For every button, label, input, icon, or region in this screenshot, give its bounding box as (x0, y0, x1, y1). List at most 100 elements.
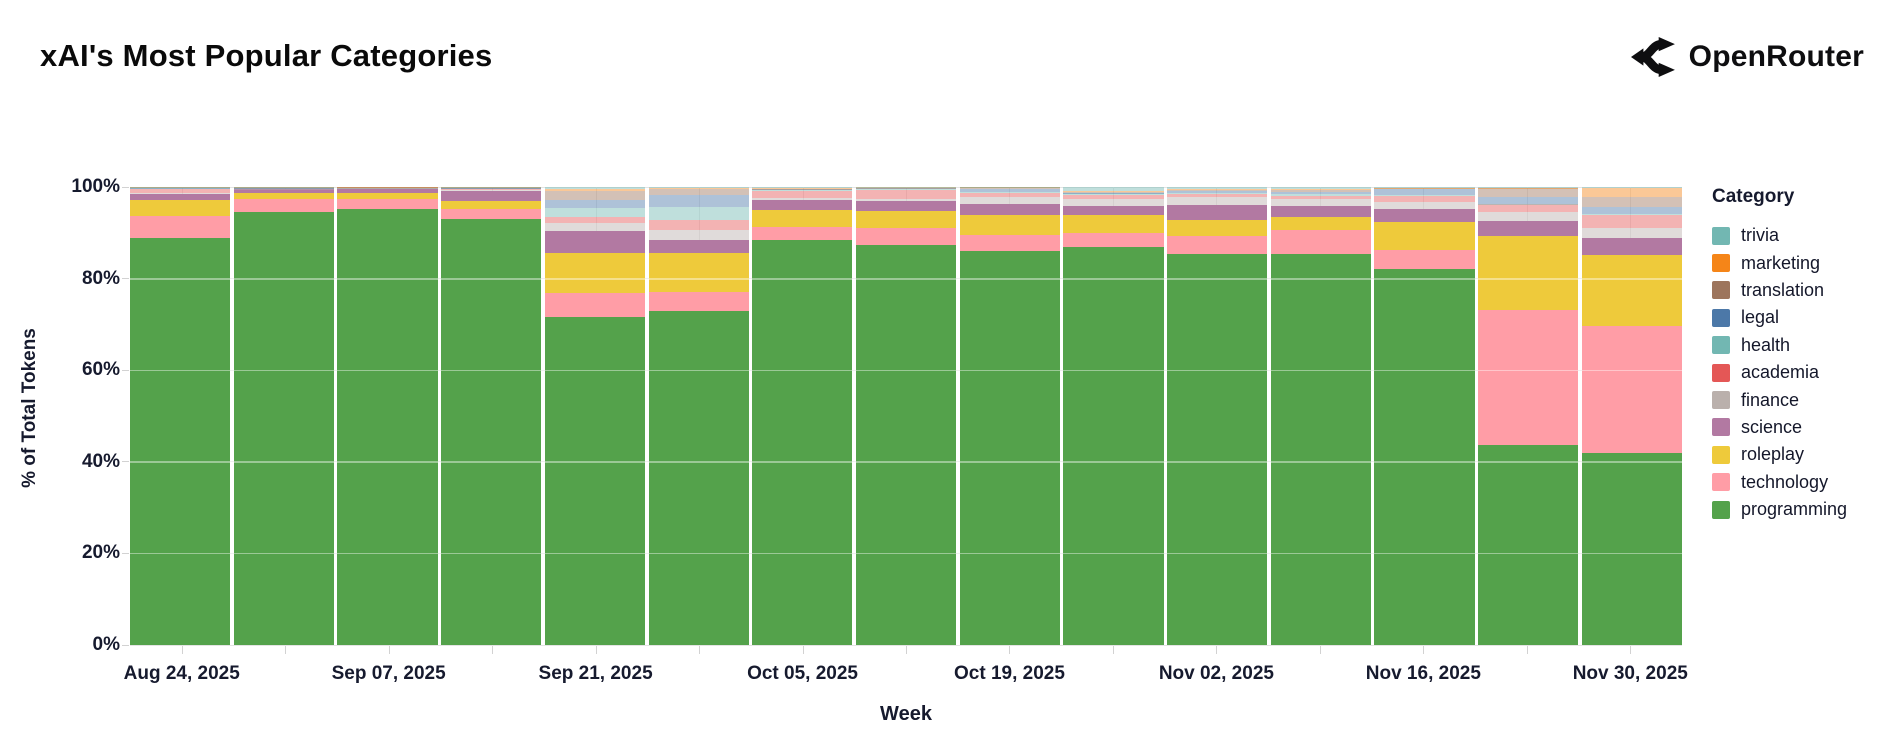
bar-segment-finance[interactable] (855, 198, 957, 201)
bar-segment-trivia[interactable] (1063, 187, 1164, 192)
bar-segment-health[interactable] (544, 208, 646, 217)
bar-segment-marketing[interactable] (1167, 188, 1268, 190)
bar-segment-roleplay[interactable] (648, 252, 749, 292)
bar-segment-academia[interactable] (648, 219, 749, 230)
bar-segment-science[interactable] (1167, 205, 1268, 221)
bar-segment-finance[interactable] (130, 193, 231, 195)
bar-segment-roleplay[interactable] (1478, 235, 1579, 310)
bar-segment-finance[interactable] (1374, 202, 1475, 210)
bar-segment-science[interactable] (544, 230, 646, 253)
bar-segment-technology[interactable] (959, 234, 1060, 252)
bar-segment-finance[interactable] (1270, 198, 1371, 206)
bar-segment-roleplay[interactable] (1063, 215, 1164, 233)
bar-segment-roleplay[interactable] (544, 252, 646, 294)
bar-segment-science[interactable] (1581, 238, 1683, 256)
bar-segment-health[interactable] (1374, 195, 1475, 197)
bar-segment-science[interactable] (1478, 220, 1579, 236)
legend-item-health[interactable]: health (1712, 332, 1882, 359)
bar-segment-legal[interactable] (1270, 192, 1371, 195)
bar-segment-academia[interactable] (752, 191, 853, 199)
bar-segment-technology[interactable] (1374, 249, 1475, 270)
bar-segment-finance[interactable] (1581, 228, 1683, 239)
bar-segment-health[interactable] (855, 189, 957, 191)
bar-segment-technology[interactable] (1167, 235, 1268, 255)
legend-item-technology[interactable]: technology (1712, 469, 1882, 496)
bar-segment-academia[interactable] (1270, 196, 1371, 199)
bar-segment-technology[interactable] (1270, 229, 1371, 254)
bar-segment-science[interactable] (1063, 206, 1164, 216)
bar-segment-technology[interactable] (337, 198, 438, 209)
legend-item-science[interactable]: science (1712, 414, 1882, 441)
bar-segment-translation[interactable] (1270, 190, 1371, 193)
bar-segment-health[interactable] (1167, 193, 1268, 195)
bar-segment-legal[interactable] (855, 188, 957, 190)
bar-segment-programming[interactable] (1581, 453, 1683, 645)
bar-segment-programming[interactable] (959, 251, 1060, 645)
bar-segment-trivia[interactable] (544, 187, 646, 189)
bar-segment-academia[interactable] (233, 187, 334, 189)
bar-segment-science[interactable] (1270, 205, 1371, 217)
bar-segment-academia[interactable] (1581, 215, 1683, 229)
bar-segment-academia[interactable] (130, 188, 231, 194)
legend-item-academia[interactable]: academia (1712, 359, 1882, 386)
bar-segment-roleplay[interactable] (337, 192, 438, 199)
bar-segment-legal[interactable] (1581, 206, 1683, 215)
bar-segment-roleplay[interactable] (1581, 255, 1683, 327)
bar-segment-science[interactable] (959, 203, 1060, 215)
bar-segment-programming[interactable] (233, 211, 334, 645)
bar-segment-technology[interactable] (544, 293, 646, 318)
bar-segment-translation[interactable] (1167, 189, 1268, 192)
bar-segment-science[interactable] (441, 191, 542, 202)
bar-segment-programming[interactable] (544, 317, 646, 645)
bar-segment-programming[interactable] (752, 239, 853, 645)
bar-segment-trivia[interactable] (752, 186, 853, 189)
bar-segment-roleplay[interactable] (130, 200, 231, 217)
bar-segment-legal[interactable] (1478, 197, 1579, 204)
bar-segment-roleplay[interactable] (441, 201, 542, 209)
bar-segment-translation[interactable] (648, 188, 749, 195)
bar-segment-roleplay[interactable] (752, 210, 853, 227)
bar-segment-programming[interactable] (1063, 246, 1164, 645)
bar-segment-programming[interactable] (855, 244, 957, 645)
legend-item-roleplay[interactable]: roleplay (1712, 441, 1882, 468)
bar-segment-finance[interactable] (1063, 199, 1164, 207)
bar-segment-roleplay[interactable] (855, 210, 957, 228)
bar-segment-trivia[interactable] (1270, 187, 1371, 189)
bar-segment-translation[interactable] (1374, 188, 1475, 190)
bar-segment-programming[interactable] (337, 208, 438, 645)
bar-segment-translation[interactable] (1478, 187, 1579, 198)
bar-segment-technology[interactable] (130, 216, 231, 239)
bar-segment-technology[interactable] (752, 226, 853, 240)
bar-segment-science[interactable] (752, 199, 853, 211)
legend-item-finance[interactable]: finance (1712, 386, 1882, 413)
bar-segment-programming[interactable] (1270, 253, 1371, 645)
bar-segment-academia[interactable] (959, 192, 1060, 198)
bar-segment-finance[interactable] (441, 189, 542, 192)
bar-segment-technology[interactable] (441, 209, 542, 220)
bar-segment-programming[interactable] (1478, 444, 1579, 645)
bar-segment-roleplay[interactable] (1270, 216, 1371, 230)
bar-segment-trivia[interactable] (648, 187, 749, 188)
bar-segment-science[interactable] (855, 200, 957, 211)
bar-segment-science[interactable] (648, 239, 749, 253)
bar-segment-science[interactable] (233, 189, 334, 194)
bar-segment-academia[interactable] (1374, 196, 1475, 203)
bar-segment-translation[interactable] (1063, 191, 1164, 193)
legend-item-marketing[interactable]: marketing (1712, 249, 1882, 276)
bar-segment-academia[interactable] (441, 188, 542, 190)
legend-item-translation[interactable]: translation (1712, 277, 1882, 304)
bar-segment-technology[interactable] (1478, 309, 1579, 445)
bar-segment-academia[interactable] (337, 187, 438, 189)
bar-segment-academia[interactable] (1063, 194, 1164, 200)
bar-segment-translation[interactable] (544, 190, 646, 200)
bar-segment-health[interactable] (648, 206, 749, 220)
bar-segment-marketing[interactable] (648, 187, 749, 189)
bar-segment-legal[interactable] (1063, 192, 1164, 194)
legend-item-legal[interactable]: legal (1712, 304, 1882, 331)
bar-segment-finance[interactable] (1167, 197, 1268, 206)
bar-segment-health[interactable] (752, 189, 853, 192)
bar-segment-technology[interactable] (855, 227, 957, 245)
bar-segment-finance[interactable] (544, 223, 646, 231)
bar-segment-legal[interactable] (1374, 189, 1475, 196)
bar-segment-science[interactable] (130, 194, 231, 201)
